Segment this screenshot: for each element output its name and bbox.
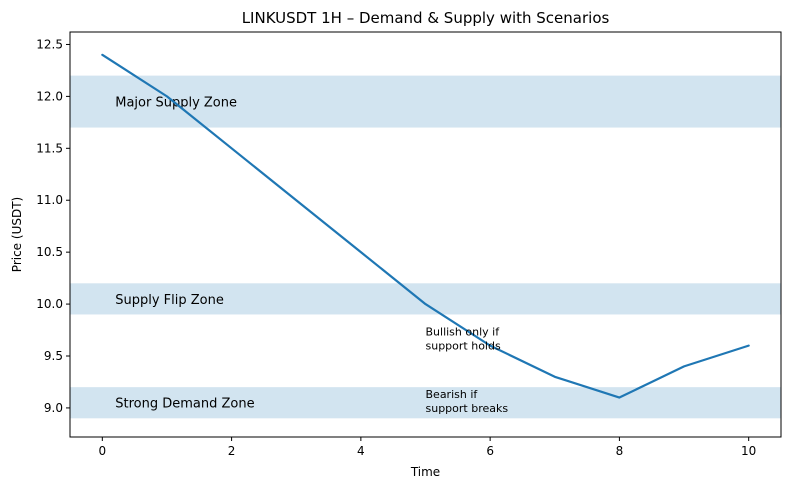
zone-band-strong-demand-zone (70, 387, 781, 419)
y-axis-ticks: 9.0 9.5 10.0 10.5 11.0 11.5 12.0 12.5 (36, 37, 70, 415)
annotation-line: Bearish if (426, 388, 479, 401)
x-tick-label: 0 (98, 444, 106, 458)
chart-title: LINKUSDT 1H – Demand & Supply with Scena… (242, 9, 610, 27)
line-layer (101, 53, 750, 399)
y-tick-label: 12.0 (36, 89, 63, 103)
annotation-line: support holds (426, 340, 501, 353)
zone-band-major-supply-zone (70, 75, 781, 128)
annotation-line: support breaks (426, 402, 509, 415)
zone-band-supply-flip-zone (70, 283, 781, 315)
x-axis-ticks: 0 2 4 6 8 10 (98, 437, 756, 458)
zone-label-supply-flip-zone: Supply Flip Zone (115, 293, 224, 308)
x-tick-label: 2 (228, 444, 236, 458)
y-tick-label: 10.5 (36, 245, 63, 259)
x-tick-label: 10 (741, 444, 756, 458)
y-tick-label: 10.0 (36, 297, 63, 311)
x-axis-label: Time (410, 465, 440, 479)
x-tick-label: 4 (357, 444, 365, 458)
y-tick-label: 9.5 (44, 349, 63, 363)
zone-label-strong-demand-zone: Strong Demand Zone (115, 397, 254, 412)
x-tick-label: 6 (486, 444, 494, 458)
y-tick-label: 12.5 (36, 37, 63, 51)
annotation-line: Bullish only if (426, 326, 501, 339)
y-tick-label: 11.5 (36, 141, 63, 155)
y-tick-label: 11.0 (36, 193, 63, 207)
x-tick-label: 8 (616, 444, 624, 458)
plot-frame (69, 31, 782, 438)
y-tick-label: 9.0 (44, 401, 63, 415)
y-axis-label: Price (USDT) (10, 197, 24, 272)
